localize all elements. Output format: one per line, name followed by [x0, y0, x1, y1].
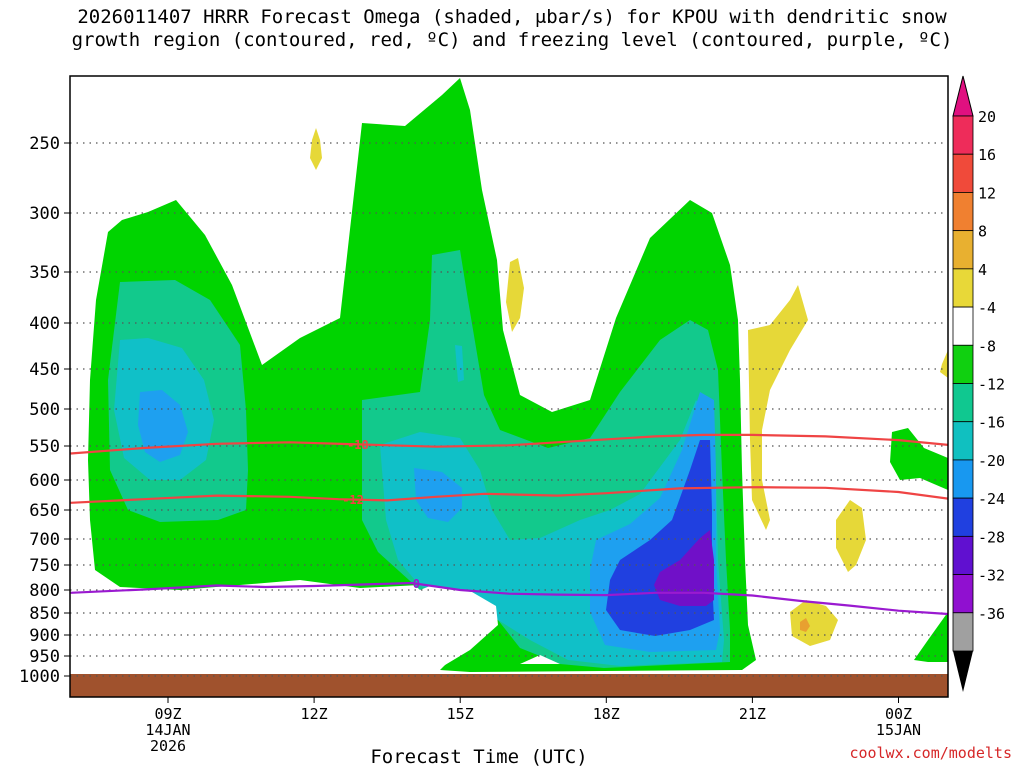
colorbar-swatch-1 [952, 153, 974, 193]
colorbar-swatch-2 [952, 192, 974, 232]
colorbar-label--12: -12 [978, 376, 1005, 394]
y-tick-label-550: 550 [29, 437, 60, 457]
x-tick-sublabel-15JAN: 15JAN [876, 721, 921, 739]
omega-green-notch [290, 495, 330, 528]
colorbar-label-8: 8 [978, 223, 987, 241]
x-tick-label-21Z: 21Z [739, 705, 766, 723]
colorbar-swatch-4 [952, 268, 974, 308]
x-tick-label-09Z: 09Z [154, 705, 181, 723]
colorbar-swatch-5 [952, 306, 974, 346]
plot-frame [69, 75, 949, 698]
colorbar-swatch-6 [952, 344, 974, 384]
y-tick-label-700: 700 [29, 530, 60, 550]
y-tick-label-250: 250 [29, 134, 60, 154]
contour-label--18: -18 [347, 438, 369, 452]
colorbar-swatch-11 [952, 535, 974, 575]
contour-line--12 [70, 486, 948, 504]
omega-yellow-right-b [836, 500, 866, 572]
colorbar-swatch-7 [952, 383, 974, 423]
colorbar-label--8: -8 [978, 337, 996, 355]
x-tick-sublabel-2026: 2026 [150, 737, 186, 755]
contour-label--12: -12 [342, 493, 364, 507]
y-tick-label-500: 500 [29, 400, 60, 420]
y-tick-label-1000: 1000 [19, 667, 60, 687]
y-tick-label-750: 750 [29, 556, 60, 576]
y-tick-label-400: 400 [29, 314, 60, 334]
y-tick-label-900: 900 [29, 626, 60, 646]
colorbar-swatch-13 [952, 612, 974, 652]
chart-title-line-1: 2026011407 HRRR Forecast Omega (shaded, … [77, 6, 947, 28]
x-axis-title: Forecast Time (UTC) [370, 746, 587, 768]
omega-lightblue-left [138, 390, 188, 462]
chart-title-line-2: growth region (contoured, red, ºC) and f… [71, 29, 953, 51]
credit-text: coolwx.com/modelts [849, 744, 1012, 762]
colorbar-label-20: 20 [978, 108, 996, 126]
omega-cyan-sliver [455, 345, 464, 382]
colorbar-label-16: 16 [978, 146, 996, 164]
colorbar-label--16: -16 [978, 414, 1005, 432]
omega-purple-core [654, 530, 714, 606]
contour-line-0 [70, 581, 948, 616]
y-tick-label-850: 850 [29, 604, 60, 624]
colorbar-swatch-0 [952, 115, 974, 155]
omega-yellow-edge [940, 350, 948, 378]
colorbar-swatch-3 [952, 230, 974, 270]
y-tick-label-450: 450 [29, 360, 60, 380]
contour-label-0: 0 [413, 577, 420, 591]
plot-area: -18 -12 0 [70, 78, 948, 697]
colorbar-swatch-12 [952, 574, 974, 614]
omega-lightblue-mid-a [414, 468, 462, 522]
y-tick-label-650: 650 [29, 501, 60, 521]
y-tick-label-600: 600 [29, 471, 60, 491]
omega-white-gap [420, 586, 498, 668]
colorbar-label-4: 4 [978, 261, 987, 279]
colorbar-label--24: -24 [978, 490, 1005, 508]
x-tick-label-15Z: 15Z [447, 705, 474, 723]
colorbar-label--32: -32 [978, 567, 1005, 585]
ground-surface [70, 674, 948, 697]
omega-white-notch [520, 655, 560, 664]
omega-yellow-right-c [790, 600, 838, 646]
x-tick-label-00Z: 00Z [885, 705, 912, 723]
y-tick-label-300: 300 [29, 204, 60, 224]
colorbar-label--4: -4 [978, 299, 996, 317]
colorbar-swatch-8 [952, 421, 974, 461]
colorbar-label--28: -28 [978, 528, 1005, 546]
x-tick-label-18Z: 18Z [593, 705, 620, 723]
colorbar-swatch-10 [952, 497, 974, 537]
chart-title: 2026011407 HRRR Forecast Omega (shaded, … [0, 6, 1024, 52]
y-tick-label-950: 950 [29, 647, 60, 667]
omega-orange-dot [800, 618, 810, 632]
contour-line--18 [70, 433, 948, 455]
omega-green-right-bottom [914, 612, 948, 662]
x-tick-sublabel-14JAN: 14JAN [145, 721, 190, 739]
colorbar-label-12: 12 [978, 184, 996, 202]
colorbar-bottom-arrow [953, 651, 973, 692]
colorbar-top-arrow [952, 75, 974, 117]
omega-yellow-right-a [748, 285, 808, 530]
colorbar-swatch-9 [952, 459, 974, 499]
y-tick-label-800: 800 [29, 581, 60, 601]
omega-green-right-top [890, 428, 948, 490]
colorbar-label--36: -36 [978, 605, 1005, 623]
omega-yellow-ridge [506, 258, 524, 332]
x-tick-label-12Z: 12Z [301, 705, 328, 723]
omega-yellow-top [310, 128, 322, 170]
colorbar-label--20: -20 [978, 452, 1005, 470]
y-tick-label-350: 350 [29, 263, 60, 283]
